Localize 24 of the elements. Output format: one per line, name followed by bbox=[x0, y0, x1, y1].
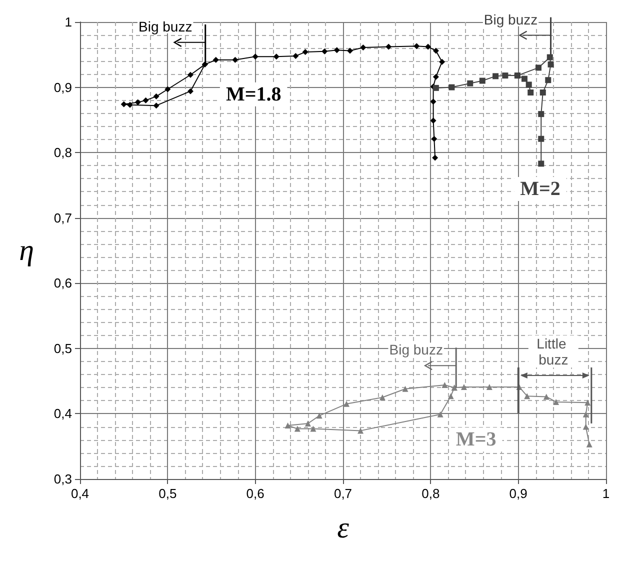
annotation: Big buzz bbox=[389, 342, 443, 358]
annotation: Big buzz bbox=[484, 11, 538, 28]
x-tick-label: 0,7 bbox=[334, 486, 352, 501]
annotation: Big buzz bbox=[138, 18, 192, 34]
y-tick-label: 1 bbox=[64, 14, 72, 30]
annotation: M=2 bbox=[520, 178, 560, 200]
y-tick-label: 0,6 bbox=[54, 276, 72, 291]
y-tick-label: 0,8 bbox=[54, 145, 72, 160]
y-tick-label: 0,9 bbox=[54, 80, 72, 95]
x-axis-title: ε bbox=[337, 512, 350, 544]
annotation: M=3 bbox=[456, 428, 496, 451]
x-tick-label: 0,8 bbox=[422, 486, 440, 501]
x-tick-label: 0,5 bbox=[158, 486, 177, 501]
y-tick-label: 0,4 bbox=[54, 406, 72, 422]
x-tick-label: 0,4 bbox=[70, 486, 90, 501]
x-tick-label: 0,9 bbox=[509, 486, 528, 501]
y-tick-label: 0,5 bbox=[54, 340, 72, 356]
x-tick-label: 0,6 bbox=[246, 486, 264, 501]
annotation: M=1.8 bbox=[226, 83, 282, 106]
x-tick-label: 1 bbox=[602, 486, 610, 501]
annotation: Little buzz bbox=[536, 335, 570, 368]
y-tick-label: 0,7 bbox=[54, 210, 72, 226]
y-axis-title: η bbox=[19, 234, 34, 267]
y-tick-label: 0,3 bbox=[54, 472, 72, 486]
